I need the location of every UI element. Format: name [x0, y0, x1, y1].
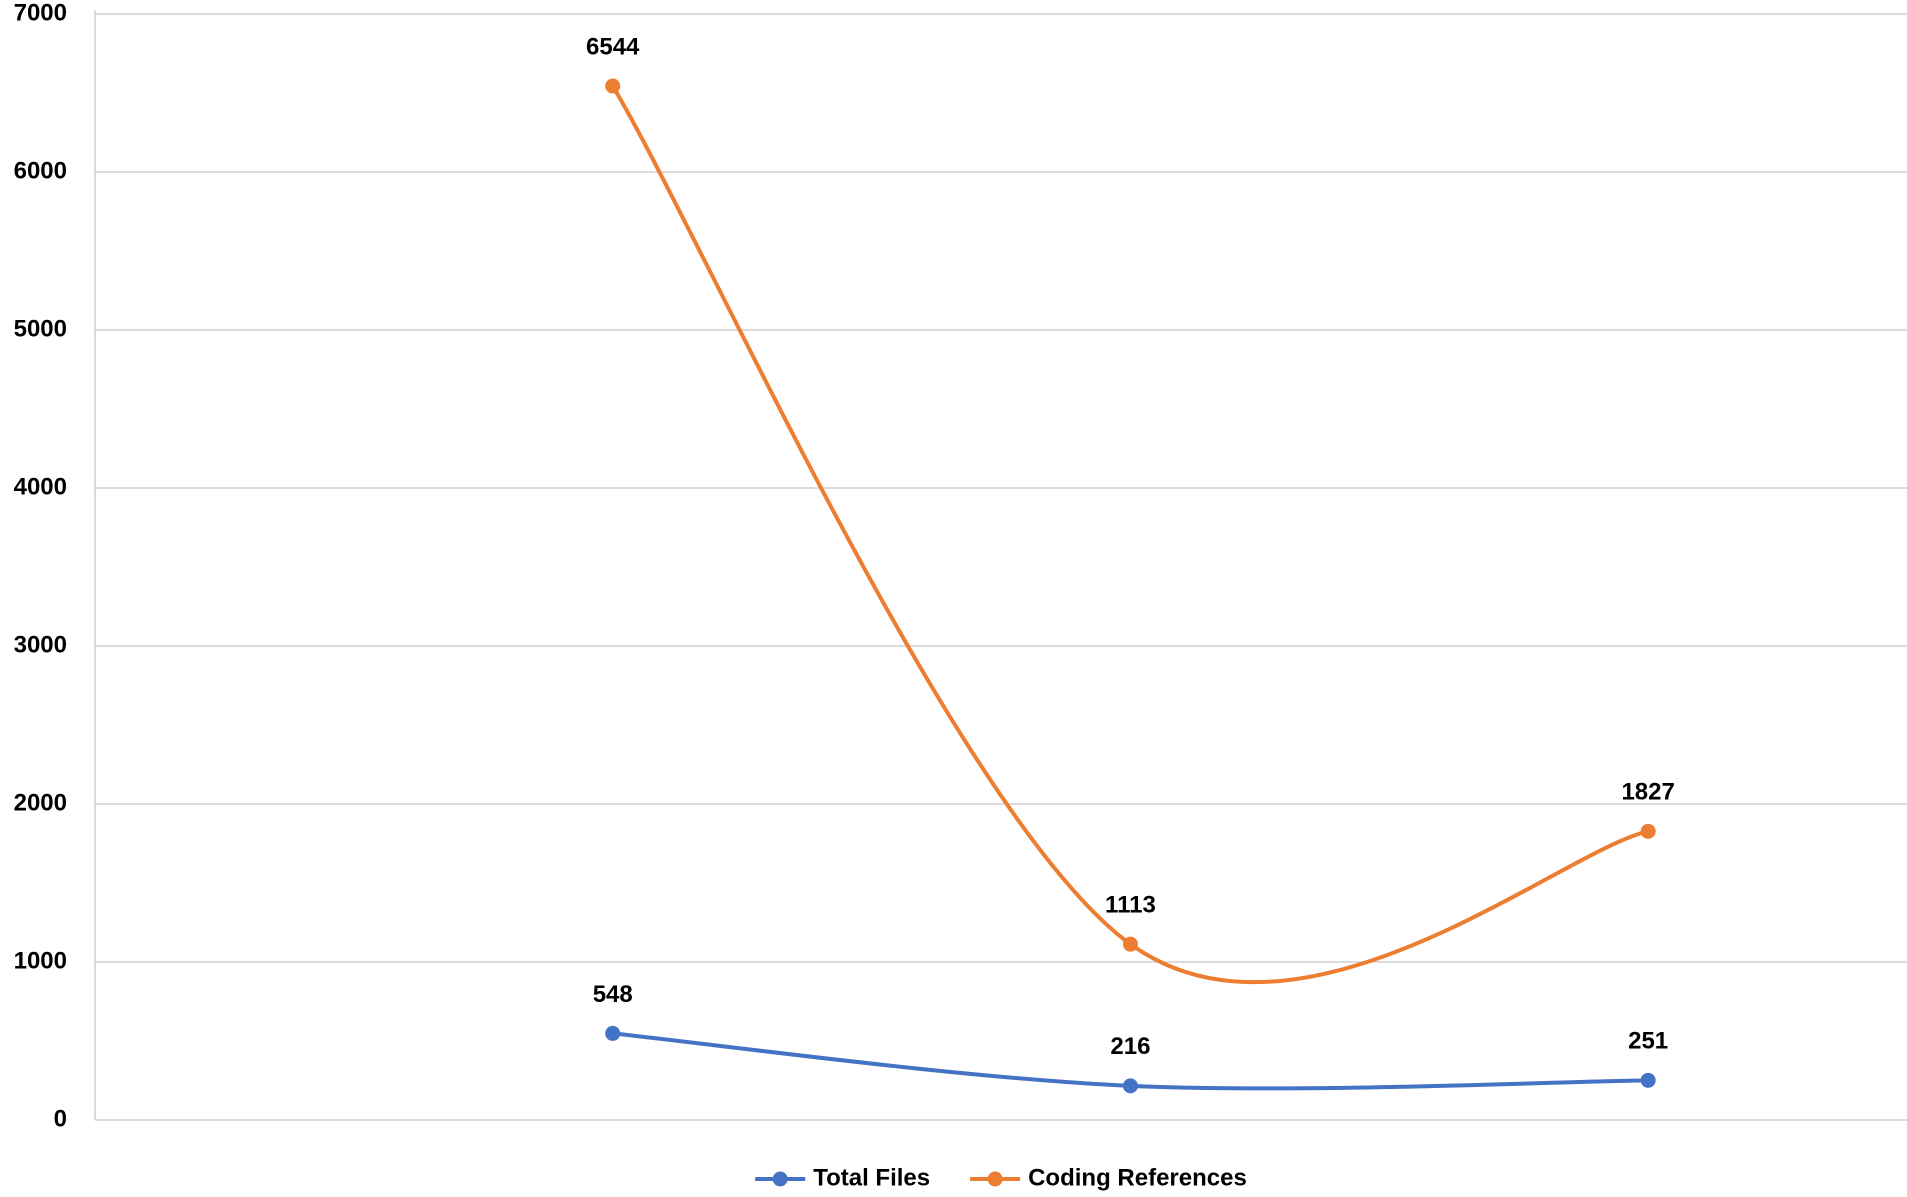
- data-label: 6544: [586, 33, 640, 60]
- data-point: [1640, 823, 1656, 839]
- series-line: [611, 85, 1649, 985]
- y-tick-label: 1000: [14, 947, 67, 974]
- data-label: 1113: [1105, 891, 1156, 918]
- data-label: 548: [593, 981, 633, 1008]
- legend-marker: [987, 1171, 1003, 1187]
- y-tick-label: 6000: [14, 157, 67, 184]
- y-tick-label: 7000: [14, 0, 67, 26]
- y-tick-label: 2000: [14, 789, 67, 816]
- y-tick-label: 0: [54, 1105, 67, 1132]
- legend: Total Files Coding References: [755, 1164, 1247, 1191]
- y-tick-label: 5000: [14, 315, 67, 342]
- data-point: [605, 1025, 621, 1041]
- data-point: [1122, 936, 1138, 952]
- data-label: 1827: [1621, 779, 1674, 806]
- data-point: [1122, 1078, 1138, 1094]
- legend-label: Total Files: [813, 1164, 930, 1191]
- y-tick-label: 4000: [14, 473, 67, 500]
- y-tick-label: 3000: [14, 631, 67, 658]
- data-label: 251: [1628, 1028, 1668, 1055]
- data-label: 216: [1110, 1033, 1150, 1060]
- legend-marker: [772, 1171, 788, 1187]
- legend-label: Coding References: [1028, 1164, 1247, 1191]
- data-point: [605, 78, 621, 94]
- data-point: [1640, 1072, 1656, 1088]
